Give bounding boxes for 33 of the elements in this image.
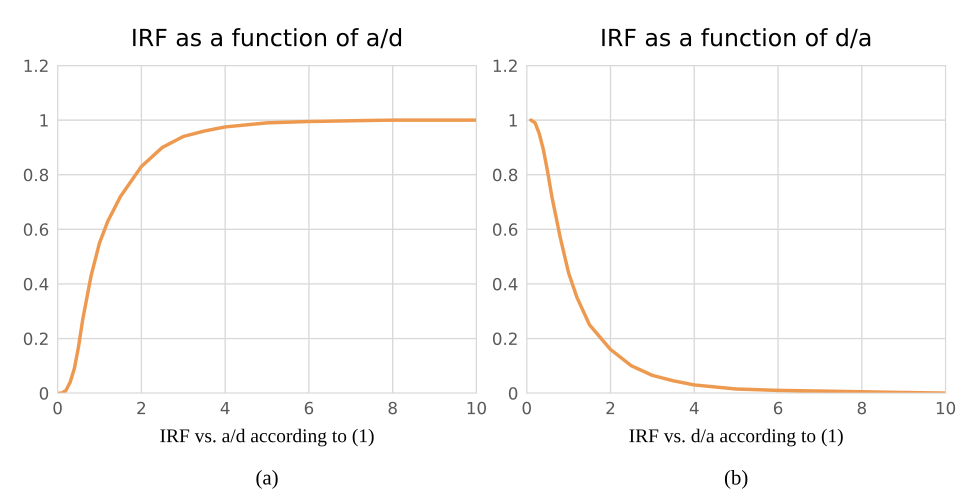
x-tick-label: 8 (388, 402, 397, 414)
chart-title: IRF as a function of a/d (133, 28, 402, 48)
line-series (529, 118, 946, 394)
y-tick-label: 0.2 (24, 332, 48, 346)
y-tick-label: 0 (40, 387, 48, 400)
y-tick-label: 1.2 (494, 59, 517, 72)
text: (b) (724, 470, 748, 489)
x-tick-label: 0 (522, 402, 531, 414)
x-tick-label: 2 (137, 402, 146, 414)
x-tick-label: 10 (468, 402, 486, 414)
text: (a) (256, 470, 278, 489)
y-tick-label: 0.4 (24, 278, 48, 290)
chart-title: IRF as a function of d/a (602, 28, 870, 48)
y-tick-label: 0.8 (24, 168, 48, 182)
y-tick-label: 0.6 (492, 223, 518, 236)
y-tick-label: 0.4 (492, 278, 518, 290)
y-tick-label: 1 (510, 114, 517, 126)
y-tick-label: 1 (40, 114, 48, 126)
y-tick-label: 1.2 (24, 59, 48, 72)
x-tick-label: 6 (774, 402, 782, 414)
y-tick-label: 0.8 (492, 168, 518, 182)
x-tick-label: 4 (690, 402, 699, 414)
y-tick-label: 0.6 (24, 223, 48, 236)
x-axis-title: IRF vs. a/d according to (1) (160, 428, 374, 446)
x-tick-label: 10 (936, 402, 956, 414)
x-tick-label: 8 (858, 402, 866, 414)
x-tick-label: 4 (220, 402, 230, 414)
x-tick-label: 6 (304, 402, 314, 414)
x-tick-label: 2 (606, 402, 614, 414)
y-tick-label: 0 (508, 387, 518, 400)
y-tick-label: 0.2 (492, 332, 517, 346)
x-axis-title: IRF vs. d/a according to (1) (629, 428, 843, 446)
x-tick-label: 0 (53, 402, 62, 414)
